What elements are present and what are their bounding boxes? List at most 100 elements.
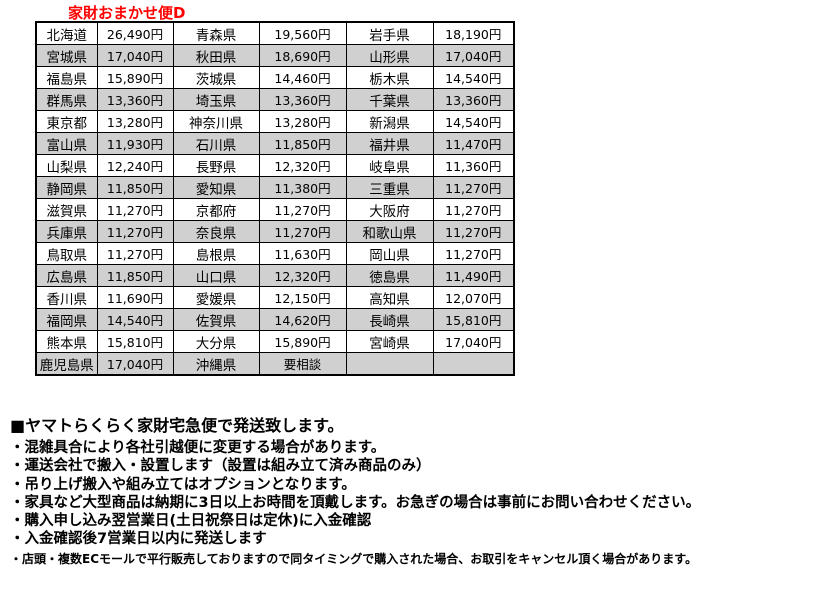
prefecture-cell: 福井県 (345, 132, 434, 155)
price-cell: 17,040円 (96, 44, 174, 67)
prefecture-cell: 群馬県 (35, 88, 98, 111)
notes-footnote: ・店頭・複数ECモールで平行販売しておりますので同タイミングで購入された場合、お… (10, 552, 698, 566)
price-cell: 11,360円 (432, 154, 515, 177)
price-cell: 11,270円 (258, 220, 347, 243)
price-cell: 17,040円 (432, 44, 515, 67)
price-cell: 14,540円 (96, 308, 174, 331)
prefecture-cell (345, 352, 434, 376)
prefecture-cell: 大阪府 (345, 198, 434, 221)
prefecture-cell: 山梨県 (35, 154, 98, 177)
prefecture-cell: 熊本県 (35, 330, 98, 353)
price-cell: 11,380円 (258, 176, 347, 199)
price-cell: 17,040円 (96, 352, 174, 376)
prefecture-cell: 東京都 (35, 110, 98, 133)
price-cell: 11,930円 (96, 132, 174, 155)
note-line: ・家具など大型商品は納期に3日以上お時間を頂戴します。お急ぎの場合は事前にお問い… (10, 494, 701, 511)
note-line: ・混雑具合により各社引越便に変更する場合があります。 (10, 440, 386, 456)
price-cell: 14,540円 (432, 66, 515, 89)
note-line: ・購入申し込み翌営業日(土日祝祭日は定休)に入金確認 (10, 513, 372, 530)
price-cell: 26,490円 (96, 21, 174, 45)
price-cell: 17,040円 (432, 330, 515, 353)
price-cell: 19,560円 (258, 21, 347, 45)
price-cell: 14,620円 (258, 308, 347, 331)
price-cell: 11,470円 (432, 132, 515, 155)
prefecture-cell: 和歌山県 (345, 220, 434, 243)
prefecture-cell: 三重県 (345, 176, 434, 199)
price-cell: 11,490円 (432, 264, 515, 287)
price-cell: 13,360円 (96, 88, 174, 111)
note-line: ・吊り上げ搬入や組み立てはオプションとなります。 (10, 476, 356, 493)
prefecture-cell: 静岡県 (35, 176, 98, 199)
prefecture-cell: 青森県 (172, 21, 260, 45)
prefecture-cell: 埼玉県 (172, 88, 260, 111)
note-line: ・入金確認後7営業日以内に発送します (10, 531, 267, 548)
table-row: 宮城県 17,040円 秋田県 18,690円 山形県 17,040円 (35, 44, 515, 67)
price-cell: 11,270円 (96, 242, 174, 265)
price-cell: 11,270円 (96, 220, 174, 243)
prefecture-cell: 島根県 (172, 242, 260, 265)
prefecture-cell: 沖縄県 (172, 352, 260, 376)
prefecture-cell: 鳥取県 (35, 242, 98, 265)
prefecture-cell: 福岡県 (35, 308, 98, 331)
prefecture-cell: 京都府 (172, 198, 260, 221)
shipping-table-body: 北海道 26,490円 青森県 19,560円 岩手県 18,190円 宮城県 17,040円… (35, 21, 515, 376)
price-cell: 11,850円 (96, 264, 174, 287)
prefecture-cell: 長野県 (172, 154, 260, 177)
prefecture-cell: 神奈川県 (172, 110, 260, 133)
prefecture-cell: 秋田県 (172, 44, 260, 67)
table-row: 福島県 15,890円 茨城県 14,460円 栃木県 14,540円 (35, 66, 515, 89)
price-cell: 11,270円 (432, 242, 515, 265)
prefecture-cell: 徳島県 (345, 264, 434, 287)
price-cell: 11,850円 (96, 176, 174, 199)
prefecture-cell: 宮崎県 (345, 330, 434, 353)
price-cell: 14,540円 (432, 110, 515, 133)
price-cell: 11,270円 (96, 198, 174, 221)
table-row: 広島県 11,850円 山口県 12,320円 徳島県 11,490円 (35, 264, 515, 287)
table-row: 兵庫県 11,270円 奈良県 11,270円 和歌山県 11,270円 (35, 220, 515, 243)
table-row: 熊本県 15,810円 大分県 15,890円 宮崎県 17,040円 (35, 330, 515, 353)
prefecture-cell: 香川県 (35, 286, 98, 309)
price-cell: 12,320円 (258, 154, 347, 177)
price-cell: 13,280円 (96, 110, 174, 133)
prefecture-cell: 岐阜県 (345, 154, 434, 177)
prefecture-cell: 茨城県 (172, 66, 260, 89)
price-cell: 12,070円 (432, 286, 515, 309)
prefecture-cell: 山口県 (172, 264, 260, 287)
table-row: 香川県 11,690円 愛媛県 12,150円 高知県 12,070円 (35, 286, 515, 309)
table-row: 福岡県 14,540円 佐賀県 14,620円 長崎県 15,810円 (35, 308, 515, 331)
prefecture-cell: 宮城県 (35, 44, 98, 67)
price-cell: 14,460円 (258, 66, 347, 89)
prefecture-cell: 山形県 (345, 44, 434, 67)
prefecture-cell: 福島県 (35, 66, 98, 89)
table-row: 北海道 26,490円 青森県 19,560円 岩手県 18,190円 (35, 21, 515, 45)
price-cell: 15,890円 (96, 66, 174, 89)
prefecture-cell: 兵庫県 (35, 220, 98, 243)
prefecture-cell: 大分県 (172, 330, 260, 353)
table-row: 鳥取県 11,270円 島根県 11,630円 岡山県 11,270円 (35, 242, 515, 265)
price-cell: 12,320円 (258, 264, 347, 287)
prefecture-cell: 愛知県 (172, 176, 260, 199)
price-cell: 11,630円 (258, 242, 347, 265)
prefecture-cell: 長崎県 (345, 308, 434, 331)
price-cell (432, 352, 515, 376)
notes-list: ・混雑具合により各社引越便に変更する場合があります。・運送会社で搬入・設置します… (10, 439, 700, 549)
shipping-price-table: 北海道 26,490円 青森県 19,560円 岩手県 18,190円 宮城県 17,040円… (35, 21, 515, 376)
prefecture-cell: 栃木県 (345, 66, 434, 89)
price-cell: 11,270円 (258, 198, 347, 221)
prefecture-cell: 新潟県 (345, 110, 434, 133)
prefecture-cell: 愛媛県 (172, 286, 260, 309)
prefecture-cell: 岡山県 (345, 242, 434, 265)
note-line: ・運送会社で搬入・設置します（設置は組み立て済み商品のみ） (10, 458, 431, 475)
prefecture-cell: 石川県 (172, 132, 260, 155)
price-cell: 12,240円 (96, 154, 174, 177)
price-cell: 15,890円 (258, 330, 347, 353)
prefecture-cell: 奈良県 (172, 220, 260, 243)
price-cell: 12,150円 (258, 286, 347, 309)
table-row: 群馬県 13,360円 埼玉県 13,360円 千葉県 13,360円 (35, 88, 515, 111)
prefecture-cell: 北海道 (35, 21, 98, 45)
table-row: 鹿児島県 17,040円 沖縄県 要相談 (35, 352, 515, 376)
price-cell: 11,850円 (258, 132, 347, 155)
prefecture-cell: 千葉県 (345, 88, 434, 111)
price-cell: 要相談 (258, 352, 347, 376)
table-row: 東京都 13,280円 神奈川県 13,280円 新潟県 14,540円 (35, 110, 515, 133)
